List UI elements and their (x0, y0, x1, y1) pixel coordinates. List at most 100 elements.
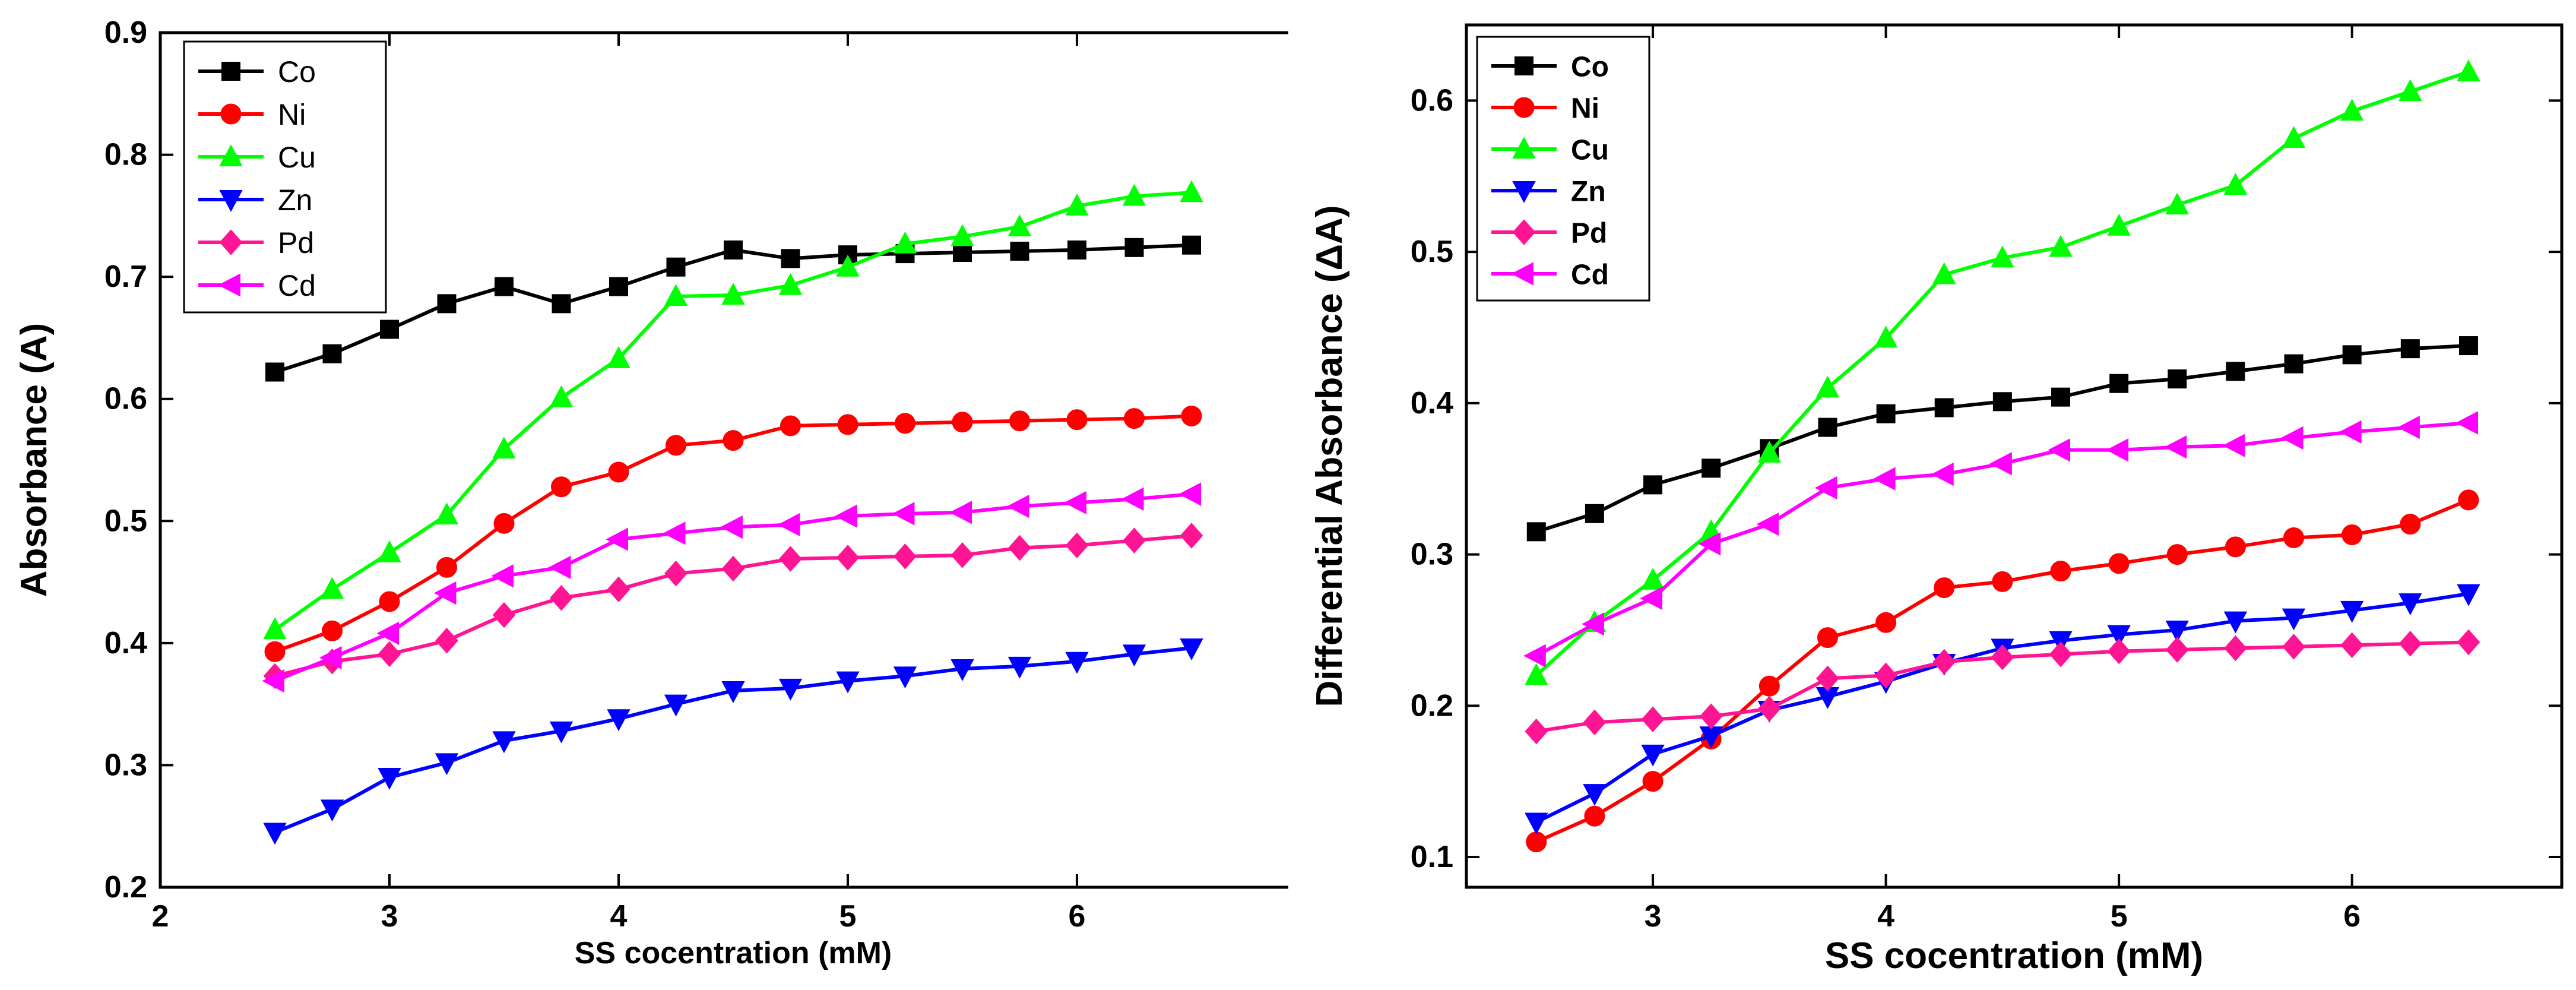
data-point-pd (950, 542, 974, 568)
data-point-cd (1814, 476, 1837, 500)
data-point-cu (2282, 126, 2306, 148)
legend-label-co: Co (278, 55, 316, 88)
data-point-co (2109, 374, 2129, 393)
data-point-zn (2107, 625, 2131, 647)
data-point-co (2226, 362, 2245, 381)
data-point-co (1934, 398, 1954, 417)
legend-label-zn: Zn (278, 184, 312, 217)
legend-marker-co (221, 62, 240, 81)
data-point-co (2458, 336, 2478, 356)
data-point-zn (1525, 812, 1548, 835)
legend-marker-cd (1511, 262, 1533, 286)
data-point-co (495, 277, 514, 296)
data-point-pd (2049, 641, 2073, 668)
data-point-ni (379, 591, 400, 612)
data-point-cu (2398, 79, 2422, 102)
data-point-ni (895, 413, 915, 434)
data-point-co (1182, 235, 1201, 255)
data-point-cu (378, 540, 401, 562)
series-line-co (1535, 344, 2469, 534)
y-tick-label: 0.5 (1411, 235, 1453, 269)
data-point-cu (435, 502, 459, 525)
data-point-co (1876, 404, 1896, 423)
data-point-ni (952, 412, 973, 433)
x-axis-title: SS cocentration (mM) (1825, 935, 2203, 976)
data-point-ni (264, 641, 286, 662)
data-point-cd (2397, 415, 2420, 439)
data-point-co (2400, 339, 2420, 359)
series-cd (1523, 411, 2478, 668)
data-point-cu (893, 231, 917, 254)
legend-marker-zn (219, 190, 243, 212)
data-point-pd (1757, 695, 1781, 722)
data-point-pd (1932, 649, 1956, 675)
plot-frame (159, 31, 1288, 889)
data-point-co (380, 320, 399, 339)
data-point-zn (607, 709, 630, 732)
data-point-pd (2282, 634, 2305, 660)
data-point-cu (2049, 235, 2073, 257)
series-ni (1526, 489, 2479, 853)
data-point-pd (2457, 629, 2480, 656)
legend-marker-zn (1512, 181, 1536, 203)
y-tick-label: 0.5 (104, 504, 147, 538)
data-point-zn (836, 671, 860, 694)
y-tick-label: 0.1 (1411, 840, 1453, 874)
x-tick-label: 2 (152, 899, 169, 934)
data-point-cd (663, 521, 686, 545)
data-point-pd (1123, 527, 1146, 553)
legend-label-co: Co (1571, 51, 1609, 83)
data-point-cd (433, 581, 457, 605)
data-point-zn (1065, 651, 1089, 674)
data-point-co (953, 243, 972, 262)
legend-label-cu: Cu (1571, 134, 1609, 166)
data-point-ni (1817, 627, 1838, 649)
data-point-zn (893, 666, 917, 689)
data-point-cu (1525, 663, 1548, 685)
data-point-cu (320, 577, 344, 599)
y-tick-label: 0.3 (1411, 537, 1453, 572)
legend-label-pd: Pd (1571, 217, 1607, 249)
data-point-co (666, 257, 686, 277)
legend-marker-ni (220, 103, 242, 125)
data-point-ni (1009, 410, 1030, 432)
data-point-co (2168, 369, 2187, 389)
series-line-co (274, 243, 1192, 374)
y-tick-label: 0.7 (104, 260, 147, 294)
x-tick-label: 3 (1645, 899, 1662, 934)
series-zn (263, 638, 1203, 845)
data-point-ni (2341, 524, 2363, 545)
data-point-pd (550, 585, 573, 611)
data-point-co (1992, 392, 2012, 412)
data-point-co (1010, 241, 1029, 261)
data-point-zn (378, 767, 401, 790)
series-line-zn (274, 646, 1192, 834)
legend-marker-cd (218, 273, 240, 297)
data-point-cu (664, 284, 688, 306)
data-point-cd (1931, 462, 1954, 486)
legend: Co Ni Cu Zn Pd Cd (1476, 36, 1650, 302)
data-point-co (265, 362, 284, 382)
data-point-ni (1124, 408, 1145, 429)
data-point-co (2051, 387, 2071, 407)
series-co (1526, 336, 2478, 542)
data-point-ni (1584, 805, 1605, 827)
data-point-cd (1640, 586, 1663, 611)
y-tick-label: 0.2 (1411, 688, 1453, 723)
data-point-cu (1991, 245, 2014, 268)
legend-label-cd: Cd (278, 269, 316, 302)
data-point-pd (1180, 523, 1203, 549)
data-point-cu (549, 385, 573, 407)
series-ni (264, 405, 1202, 662)
data-point-cd (892, 502, 915, 526)
data-point-cd (376, 621, 399, 646)
data-point-zn (2223, 611, 2248, 634)
data-point-co (2342, 345, 2362, 365)
y-tick-label: 0.4 (1411, 386, 1453, 420)
data-point-pd (378, 641, 401, 668)
data-point-pd (435, 627, 458, 654)
data-point-cd (606, 527, 628, 551)
data-point-co (1526, 522, 1546, 542)
x-axis-title: SS cocentration (mM) (575, 936, 892, 970)
series-cd (262, 482, 1201, 693)
